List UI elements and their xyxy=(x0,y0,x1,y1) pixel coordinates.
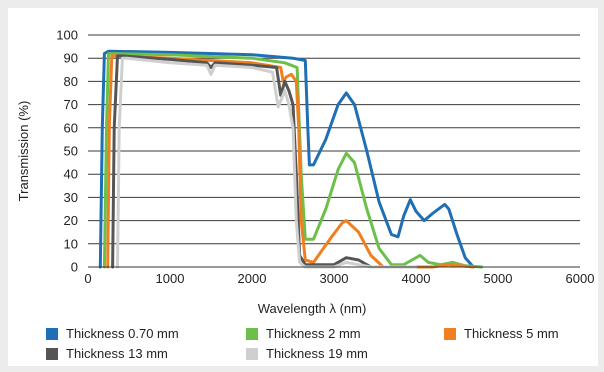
legend-swatch-0-70mm xyxy=(46,327,58,340)
y-tick-label-80: 80 xyxy=(64,74,78,89)
legend-swatch-19mm xyxy=(246,347,258,360)
y-tick-label-10: 10 xyxy=(64,236,78,251)
y-tick-label-90: 90 xyxy=(64,51,78,66)
legend-swatch-13mm xyxy=(46,347,58,360)
transmission-chart: 0 10 20 30 40 50 60 70 80 90 100 0 1000 2000 3000 4000… xyxy=(16,28,594,317)
y-tick-label-30: 30 xyxy=(64,190,78,205)
x-tick-label-6000: 6000 xyxy=(566,271,595,286)
y-tick-label-0: 0 xyxy=(71,260,78,275)
series-line-0 xyxy=(98,49,475,269)
legend-item-19mm: Thickness 19 mm xyxy=(246,346,368,361)
x-tick-label-2000: 2000 xyxy=(238,271,267,286)
legend-label-19mm: Thickness 19 mm xyxy=(266,346,368,361)
legend-item-5mm: Thickness 5 mm xyxy=(444,326,559,341)
series-lines xyxy=(98,49,484,269)
y-tick-label-100: 100 xyxy=(56,28,78,43)
series-line-1 xyxy=(102,52,484,269)
legend: Thickness 0.70 mm Thickness 2 mm Thickne… xyxy=(46,326,604,366)
legend-item-13mm: Thickness 13 mm xyxy=(46,346,168,361)
series-line-4 xyxy=(116,56,418,269)
y-tick-label-50: 50 xyxy=(64,144,78,159)
legend-swatch-5mm xyxy=(444,327,456,340)
chart-panel: 0 10 20 30 40 50 60 70 80 90 100 0 1000 2000 3000 4000… xyxy=(8,8,598,366)
legend-label-0-70mm: Thickness 0.70 mm xyxy=(66,326,179,341)
series-line-3 xyxy=(111,54,418,269)
series-line-2 xyxy=(106,54,475,269)
gridlines xyxy=(88,34,580,245)
legend-label-13mm: Thickness 13 mm xyxy=(66,346,168,361)
x-tick-label-1000: 1000 xyxy=(156,271,185,286)
legend-swatch-2mm xyxy=(246,327,258,340)
legend-label-5mm: Thickness 5 mm xyxy=(464,326,559,341)
x-tick-labels: 0 1000 2000 3000 4000 5000 6000 xyxy=(84,271,594,286)
y-tick-labels: 0 10 20 30 40 50 60 70 80 90 100 xyxy=(56,28,78,275)
legend-item-2mm: Thickness 2 mm xyxy=(246,326,361,341)
legend-item-0-70mm: Thickness 0.70 mm xyxy=(46,326,179,341)
x-tick-label-4000: 4000 xyxy=(402,271,431,286)
y-tick-label-60: 60 xyxy=(64,120,78,135)
x-tick-label-3000: 3000 xyxy=(320,271,349,286)
x-tick-label-0: 0 xyxy=(84,271,91,286)
y-axis-label: Transmission (%) xyxy=(16,101,31,202)
x-axis-label: Wavelength λ (nm) xyxy=(258,301,367,316)
y-tick-label-40: 40 xyxy=(64,167,78,182)
y-tick-label-20: 20 xyxy=(64,213,78,228)
legend-label-2mm: Thickness 2 mm xyxy=(266,326,361,341)
y-tick-label-70: 70 xyxy=(64,97,78,112)
x-tick-label-5000: 5000 xyxy=(484,271,513,286)
